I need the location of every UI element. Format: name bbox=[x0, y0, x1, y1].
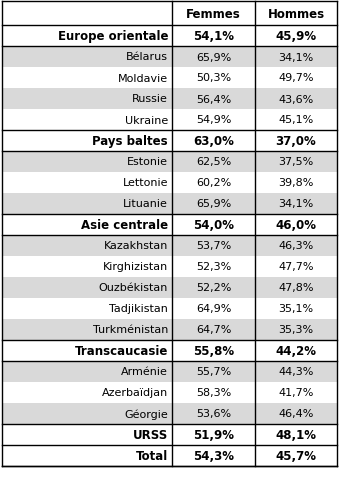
Text: Asie centrale: Asie centrale bbox=[81, 218, 168, 231]
Text: Turkménistan: Turkménistan bbox=[92, 325, 168, 335]
Bar bbox=[2, 131, 337, 152]
Bar bbox=[2, 173, 337, 193]
Text: 55,8%: 55,8% bbox=[193, 344, 234, 357]
Text: 51,9%: 51,9% bbox=[193, 428, 234, 441]
Text: 37,5%: 37,5% bbox=[278, 157, 313, 167]
Text: 65,9%: 65,9% bbox=[196, 199, 231, 209]
Text: Kirghizistan: Kirghizistan bbox=[103, 262, 168, 272]
Text: Ukraine: Ukraine bbox=[125, 115, 168, 125]
Text: Kazakhstan: Kazakhstan bbox=[104, 241, 168, 251]
Text: 53,7%: 53,7% bbox=[196, 241, 231, 251]
Text: Lituanie: Lituanie bbox=[123, 199, 168, 209]
Text: 46,4%: 46,4% bbox=[278, 409, 314, 419]
Text: 41,7%: 41,7% bbox=[278, 388, 314, 398]
Text: 39,8%: 39,8% bbox=[278, 178, 314, 188]
Text: Bélarus: Bélarus bbox=[126, 53, 168, 63]
Text: 52,2%: 52,2% bbox=[196, 283, 231, 293]
Text: 50,3%: 50,3% bbox=[196, 73, 231, 83]
Bar bbox=[2, 68, 337, 89]
Text: 34,1%: 34,1% bbox=[278, 53, 313, 63]
Text: Russie: Russie bbox=[132, 94, 168, 104]
Bar bbox=[2, 361, 337, 382]
Text: 46,3%: 46,3% bbox=[278, 241, 313, 251]
Text: 62,5%: 62,5% bbox=[196, 157, 231, 167]
Text: 48,1%: 48,1% bbox=[275, 428, 317, 441]
Text: 54,1%: 54,1% bbox=[193, 30, 234, 43]
Text: 47,7%: 47,7% bbox=[278, 262, 314, 272]
Bar bbox=[2, 403, 337, 424]
Text: Hommes: Hommes bbox=[268, 8, 325, 21]
Text: Moldavie: Moldavie bbox=[118, 73, 168, 83]
Bar bbox=[2, 382, 337, 403]
Text: 65,9%: 65,9% bbox=[196, 53, 231, 63]
Text: 54,3%: 54,3% bbox=[193, 449, 234, 462]
Bar bbox=[2, 424, 337, 445]
Text: 53,6%: 53,6% bbox=[196, 409, 231, 419]
Text: 64,7%: 64,7% bbox=[196, 325, 231, 335]
Text: Lettonie: Lettonie bbox=[122, 178, 168, 188]
Bar bbox=[2, 89, 337, 110]
Bar bbox=[2, 26, 337, 47]
Text: 60,2%: 60,2% bbox=[196, 178, 231, 188]
Text: Azerbaïdjan: Azerbaïdjan bbox=[102, 388, 168, 398]
Text: Europe orientale: Europe orientale bbox=[57, 30, 168, 43]
Text: 35,1%: 35,1% bbox=[278, 304, 313, 314]
Text: 49,7%: 49,7% bbox=[278, 73, 314, 83]
Text: 63,0%: 63,0% bbox=[193, 135, 234, 148]
Text: Pays baltes: Pays baltes bbox=[92, 135, 168, 148]
Text: 52,3%: 52,3% bbox=[196, 262, 231, 272]
Text: 37,0%: 37,0% bbox=[276, 135, 317, 148]
Text: 43,6%: 43,6% bbox=[278, 94, 313, 104]
Text: 45,1%: 45,1% bbox=[278, 115, 313, 125]
Bar bbox=[2, 340, 337, 361]
Text: Ouzbékistan: Ouzbékistan bbox=[99, 283, 168, 293]
Text: 55,7%: 55,7% bbox=[196, 367, 231, 377]
Bar bbox=[2, 278, 337, 299]
Text: 34,1%: 34,1% bbox=[278, 199, 313, 209]
Text: Femmes: Femmes bbox=[186, 8, 241, 21]
Bar bbox=[2, 257, 337, 278]
Text: 58,3%: 58,3% bbox=[196, 388, 231, 398]
Text: URSS: URSS bbox=[133, 428, 168, 441]
Bar bbox=[2, 152, 337, 173]
Text: 64,9%: 64,9% bbox=[196, 304, 231, 314]
Text: Transcaucasie: Transcaucasie bbox=[74, 344, 168, 357]
Text: Estonie: Estonie bbox=[127, 157, 168, 167]
Text: Arménie: Arménie bbox=[121, 367, 168, 377]
Text: 54,0%: 54,0% bbox=[193, 218, 234, 231]
Text: Total: Total bbox=[136, 449, 168, 462]
Text: 35,3%: 35,3% bbox=[278, 325, 313, 335]
Bar bbox=[2, 2, 337, 26]
Text: 54,9%: 54,9% bbox=[196, 115, 231, 125]
Text: 45,7%: 45,7% bbox=[275, 449, 317, 462]
Text: 44,3%: 44,3% bbox=[278, 367, 314, 377]
Bar bbox=[2, 47, 337, 68]
Text: 46,0%: 46,0% bbox=[275, 218, 317, 231]
Bar bbox=[2, 193, 337, 214]
Bar bbox=[2, 319, 337, 340]
Text: 47,8%: 47,8% bbox=[278, 283, 314, 293]
Bar bbox=[2, 299, 337, 319]
Text: 56,4%: 56,4% bbox=[196, 94, 231, 104]
Text: Géorgie: Géorgie bbox=[124, 408, 168, 419]
Bar bbox=[2, 445, 337, 466]
Text: 45,9%: 45,9% bbox=[275, 30, 317, 43]
Text: Tadjikistan: Tadjikistan bbox=[109, 304, 168, 314]
Bar bbox=[2, 110, 337, 131]
Text: 44,2%: 44,2% bbox=[275, 344, 317, 357]
Bar bbox=[2, 214, 337, 235]
Bar bbox=[2, 235, 337, 257]
